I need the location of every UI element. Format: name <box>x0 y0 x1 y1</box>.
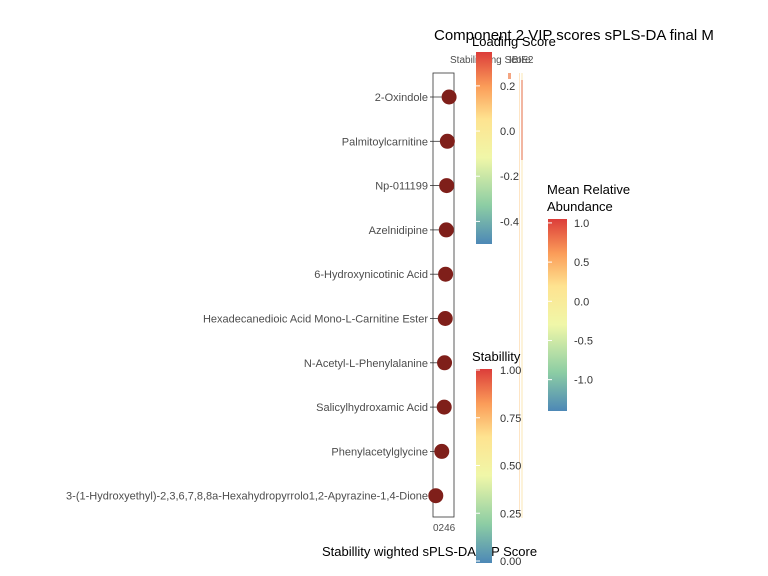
data-point <box>438 222 454 238</box>
legend-tick-label: 0.5 <box>574 257 589 269</box>
legend-tick-label: -0.2 <box>500 171 519 183</box>
y-tick-label: 2-Oxindole <box>375 92 428 104</box>
data-point <box>439 133 455 149</box>
legend-tick-label: -0.5 <box>574 335 593 347</box>
heat-strip-c <box>521 73 523 518</box>
legend-tick-label: 1.00 <box>500 365 521 377</box>
data-points <box>428 89 457 504</box>
y-tick-label: Palmitoylcarnitine <box>342 136 428 148</box>
heat-strip-d <box>521 80 523 160</box>
legend-loading-colorbar <box>476 52 492 244</box>
y-tick-label: 3-(1-Hydroxyethyl)-2,3,6,7,8,8a-Hexahydr… <box>66 491 428 503</box>
legend-tick-label: 0.0 <box>574 296 589 308</box>
y-tick-label: Hexadecanedioic Acid Mono-L-Carnitine Es… <box>203 314 428 326</box>
column-header-suffix: IBIE2 <box>509 55 534 66</box>
legend-stability-ticks: 1.00 0.75 0.50 0.25 0.00 <box>476 365 521 568</box>
x-tick-labels: 0246 <box>433 523 456 534</box>
legend-abundance-ticks: 1.0 0.5 0.0 -0.5 -1.0 <box>548 218 593 387</box>
y-tick-label: Salicylhydroxamic Acid <box>316 402 428 414</box>
y-tick-label: N-Acetyl-L-Phenylalanine <box>304 358 428 370</box>
y-axis-labels: 2-Oxindole Palmitoylcarnitine Np-011199 Aze… <box>66 92 433 503</box>
legend-tick-label: 1.0 <box>574 218 589 230</box>
heat-strip-b <box>519 73 520 518</box>
legend-tick-label: 0.0 <box>500 126 515 138</box>
data-point <box>434 443 450 459</box>
data-point <box>437 311 453 326</box>
legend-stability-title: Stabillity <box>472 349 521 364</box>
data-point <box>436 399 452 415</box>
data-point <box>428 488 444 504</box>
chart-title: Component 2 VIP scores sPLS-DA final M <box>434 27 714 44</box>
data-point <box>441 89 457 105</box>
legend-tick-label: 0.25 <box>500 508 521 520</box>
legend-abundance-title-line1: Mean Relative <box>547 182 630 197</box>
legend-loading-ticks: 0.2 0.0 -0.2 -0.4 <box>476 81 519 228</box>
data-point <box>437 355 453 371</box>
legend-tick-label: 0.00 <box>500 556 521 568</box>
legend-tick-label: 0.2 <box>500 81 515 93</box>
data-point <box>439 178 455 194</box>
legend-abundance-title-line2: Abundance <box>547 199 613 214</box>
legend-tick-label: -0.4 <box>500 216 519 228</box>
y-tick-label: 6-Hydroxynicotinic Acid <box>314 269 428 281</box>
legend-tick-label: 0.75 <box>500 413 521 425</box>
legend-abundance-colorbar <box>548 219 567 411</box>
y-tick-label: Phenylacetylglycine <box>331 446 428 458</box>
heat-strip-a <box>508 73 511 79</box>
data-point <box>438 266 454 282</box>
y-tick-label: Np-011199 <box>375 181 428 193</box>
legend-tick-label: 0.50 <box>500 461 521 473</box>
legend-tick-label: -1.0 <box>574 375 593 387</box>
legend-loading-title: Loading Score <box>472 34 556 49</box>
y-tick-label: Azelnidipine <box>369 225 428 237</box>
